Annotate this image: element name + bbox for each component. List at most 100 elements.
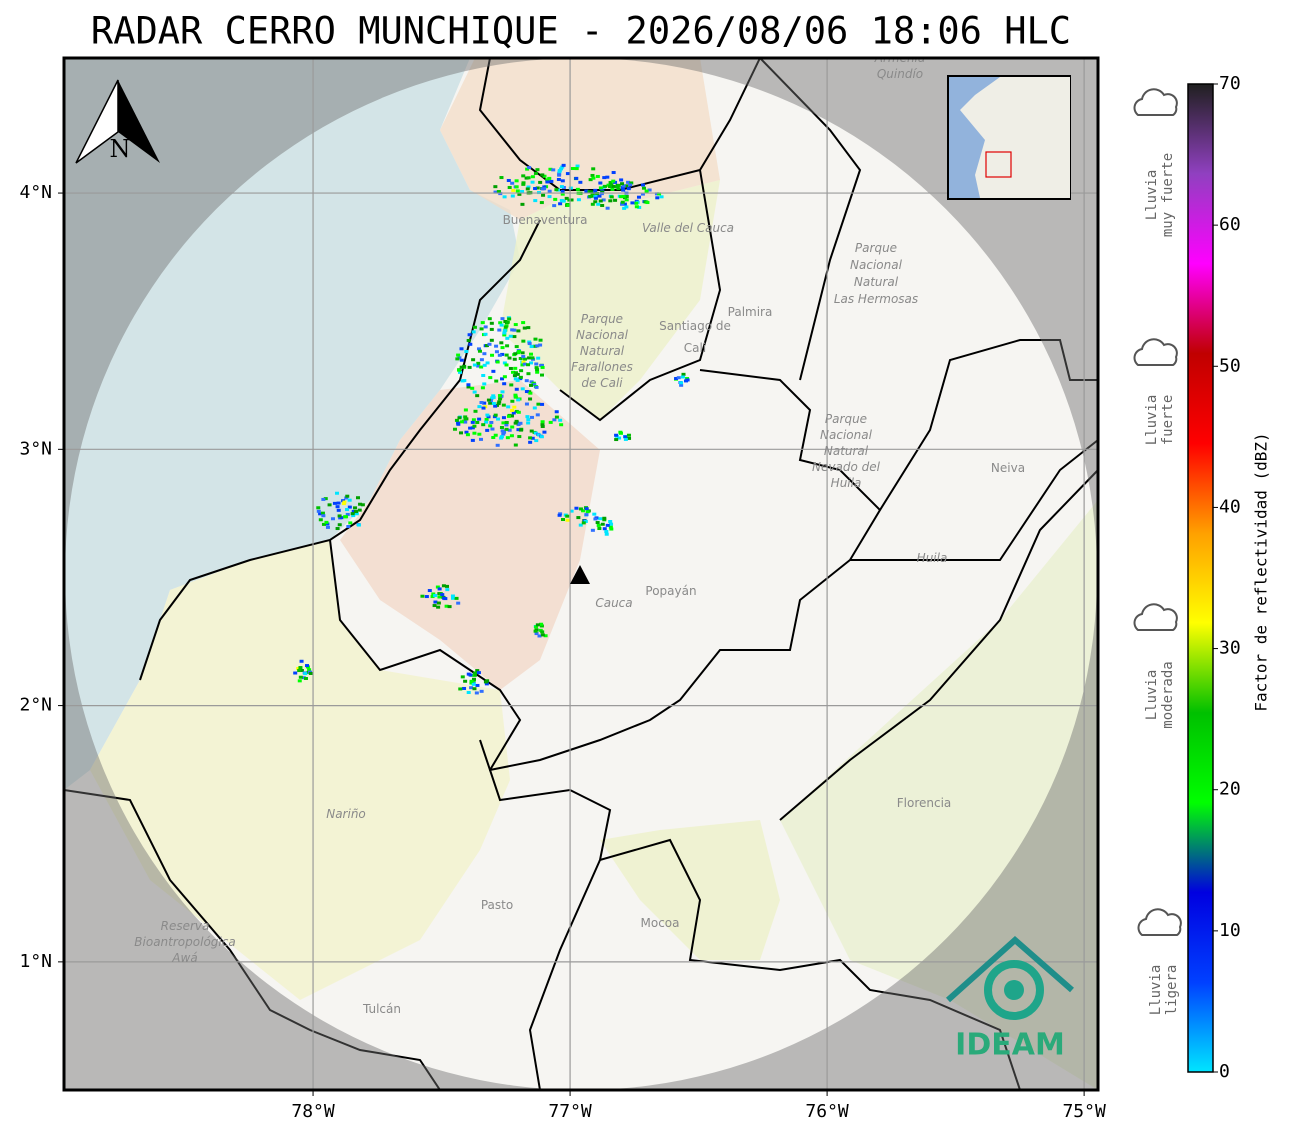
echo-pixel [538, 343, 543, 347]
echo-pixel [504, 420, 509, 424]
echo-pixel [593, 196, 598, 200]
echo-pixel [450, 594, 455, 598]
echo-pixel [502, 195, 507, 199]
echo-pixel [600, 522, 605, 526]
echo-pixel [499, 176, 504, 180]
echo-pixel [608, 181, 613, 185]
echo-pixel [545, 178, 550, 182]
echo-pixel [436, 605, 441, 609]
echo-pixel [474, 691, 479, 695]
echo-pixel [559, 423, 564, 427]
echo-pixel [659, 195, 664, 199]
echo-pixel [513, 443, 518, 447]
echo-pixel [520, 351, 525, 355]
echo-pixel [456, 601, 461, 605]
echo-pixel [485, 413, 490, 417]
echo-pixel [636, 195, 641, 199]
region-cauca-coast [340, 380, 600, 690]
echo-pixel [507, 356, 512, 360]
echo-pixel [592, 512, 597, 516]
echo-pixel [510, 425, 515, 429]
echo-pixel [299, 669, 304, 673]
echo-pixel [502, 331, 507, 335]
echo-pixel [471, 682, 476, 686]
echo-pixel [568, 186, 573, 190]
echo-pixel [471, 677, 476, 681]
echo-pixel [497, 353, 502, 357]
echo-pixel [471, 330, 476, 334]
echo-pixel [466, 338, 471, 342]
echo-pixel [590, 202, 595, 206]
echo-pixel [604, 530, 609, 534]
echo-pixel [480, 386, 485, 390]
echo-pixel [526, 418, 531, 422]
echo-pixel [614, 438, 619, 442]
echo-pixel [499, 436, 504, 440]
echo-pixel [539, 364, 544, 368]
echo-pixel [540, 630, 545, 634]
echo-pixel [540, 423, 545, 427]
echo-pixel [493, 190, 498, 194]
echo-pixel [595, 521, 600, 525]
echo-pixel [527, 342, 532, 346]
echo-pixel [576, 198, 581, 202]
echo-pixel [506, 405, 511, 409]
echo-pixel [452, 427, 457, 431]
echo-pixel [303, 676, 308, 680]
place-label: Neiva [991, 461, 1025, 475]
echo-pixel [305, 664, 310, 668]
echo-pixel [332, 501, 337, 505]
place-label: Nacional [576, 328, 629, 342]
echo-pixel [358, 502, 363, 506]
echo-pixel [561, 518, 566, 522]
echo-pixel [609, 522, 614, 526]
ideam-logo: IDEAM [945, 935, 1074, 1063]
echo-pixel [471, 418, 476, 422]
echo-pixel [530, 356, 535, 360]
echo-pixel [526, 421, 531, 425]
echo-pixel [299, 659, 304, 663]
echo-pixel [472, 325, 477, 329]
echo-pixel [335, 505, 340, 509]
echo-pixel [516, 398, 521, 402]
echo-pixel [621, 194, 626, 198]
rain-icon [1133, 603, 1178, 631]
place-label: Palmira [728, 305, 773, 319]
echo-pixel [466, 690, 471, 694]
radar-echoes [293, 163, 690, 695]
echo-pixel [459, 358, 464, 362]
colorbar-fill [1187, 83, 1214, 1073]
echo-pixel [301, 676, 306, 680]
echo-pixel [477, 405, 482, 409]
echo-pixel [533, 187, 538, 191]
echo-pixel [497, 328, 502, 332]
echo-pixel [504, 423, 509, 427]
echo-pixel [505, 320, 510, 324]
echo-pixel [455, 357, 460, 361]
echo-pixel [517, 350, 522, 354]
echo-pixel [535, 413, 540, 417]
rain-label: ligera [1164, 965, 1180, 1016]
echo-pixel [602, 527, 607, 531]
echo-pixel [575, 187, 580, 191]
echo-pixel [578, 523, 583, 527]
echo-pixel [655, 196, 660, 200]
echo-pixel [318, 518, 323, 522]
echo-pixel [430, 595, 435, 599]
echo-pixel [614, 433, 619, 437]
echo-pixel [529, 352, 534, 356]
colorbar-tick-label: 10 [1219, 920, 1241, 941]
echo-pixel [462, 686, 467, 690]
echo-pixel [424, 595, 429, 599]
echo-pixel [431, 592, 436, 596]
echo-pixel [499, 341, 504, 345]
echo-pixel [464, 430, 469, 434]
echo-pixel [427, 589, 432, 593]
region-farallones [500, 180, 720, 420]
echo-pixel [337, 523, 342, 527]
rain-icon [1137, 908, 1182, 936]
echo-pixel [491, 394, 496, 398]
place-label: Bioantropológica [134, 935, 235, 949]
echo-pixel [547, 195, 552, 199]
echo-pixel [528, 391, 533, 395]
